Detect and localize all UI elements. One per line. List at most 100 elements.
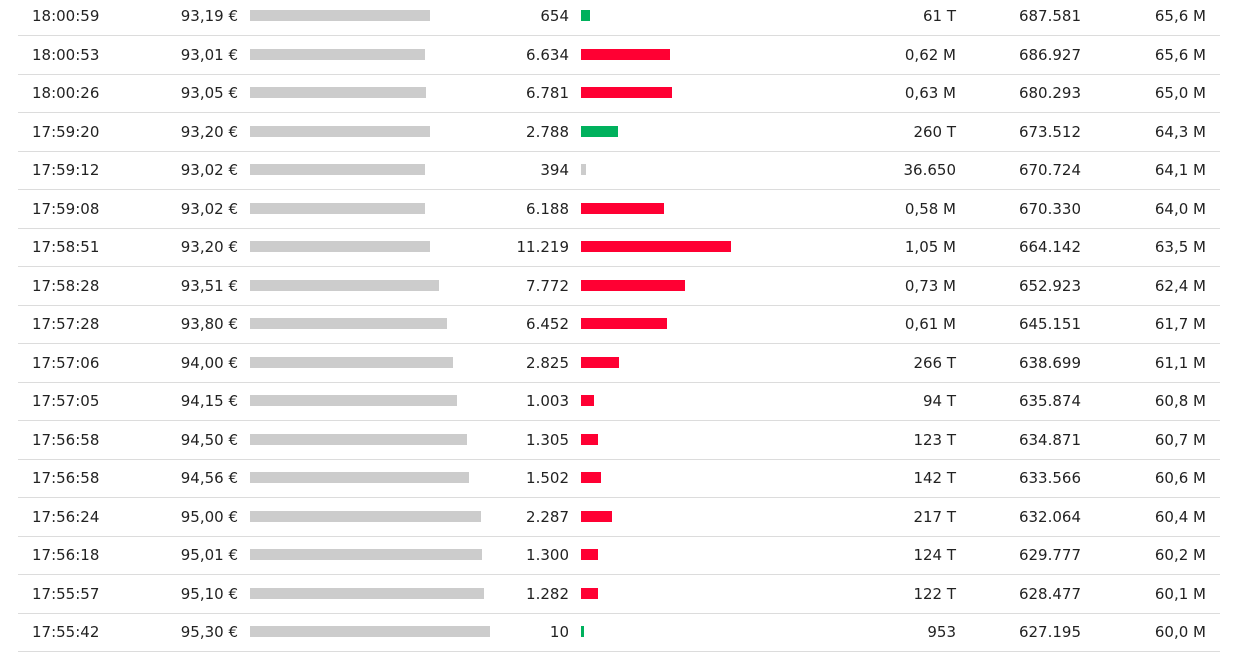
cumulative-turnover: 63,5 M: [1154, 238, 1206, 256]
volume-bar: [581, 318, 668, 329]
row-divider: [18, 266, 1220, 267]
trade-turnover: 953: [927, 623, 956, 641]
trade-turnover: 0,73 M: [904, 276, 956, 295]
trade-row: 17:59:12 93,02 € 394 36.650 670.724 64,1 M: [18, 152, 1220, 190]
trade-row: 18:00:59 93,19 € 654 61 T 687.581 65,6 M: [18, 0, 1220, 36]
cumulative-turnover: 64,3 M: [1154, 122, 1206, 141]
trade-price: 95,01 €: [180, 546, 238, 564]
trade-price: 94,00 €: [180, 353, 238, 372]
volume-bar: [581, 164, 587, 175]
row-divider: [18, 304, 1220, 306]
cumulative-volume: 629.777: [1018, 546, 1081, 564]
volume-bar: [581, 279, 685, 291]
trade-volume: 7.772: [526, 276, 569, 295]
price-bar: [250, 472, 469, 483]
cumulative-turnover: 61,1 M: [1154, 353, 1206, 372]
volume-bar: [581, 202, 664, 214]
trade-time: 17:57:06: [32, 353, 100, 372]
trade-volume: 1.300: [526, 546, 569, 564]
price-bar: [250, 202, 426, 214]
price-bar: [250, 164, 426, 175]
trade-price: 93,02 €: [180, 199, 238, 218]
cumulative-turnover: 64,1 M: [1154, 161, 1206, 179]
volume-bar: [581, 356, 619, 368]
trade-row: 17:58:28 93,51 € 7.772 0,73 M 652.923 62,4 M: [18, 268, 1220, 306]
trade-turnover: 217 T: [913, 507, 956, 526]
trade-row: 17:57:05 94,15 € 1.003 94 T 635.874 60,8 M: [18, 383, 1220, 421]
price-bar: [250, 125, 431, 137]
trade-row: 17:55:57 95,10 € 1.282 122 T 628.477 60,1 M: [18, 576, 1220, 614]
price-bar: [250, 241, 431, 252]
trade-turnover: 61 T: [922, 7, 956, 25]
trade-time: 17:58:51: [32, 238, 100, 256]
trade-time: 17:57:05: [32, 392, 100, 410]
trade-volume: 1.003: [526, 392, 569, 410]
cumulative-volume: 670.724: [1018, 161, 1081, 179]
trade-turnover: 266 T: [913, 353, 956, 372]
trade-price: 93,80 €: [180, 315, 238, 333]
trade-time: 17:57:28: [32, 315, 100, 333]
trade-time: 17:56:58: [32, 469, 100, 487]
trade-volume: 654: [540, 7, 569, 25]
cumulative-volume: 645.151: [1018, 315, 1081, 333]
trade-turnover: 142 T: [913, 469, 956, 487]
cumulative-volume: 680.293: [1018, 84, 1081, 102]
trade-row: 17:56:58 94,56 € 1.502 142 T 633.566 60,6 M: [18, 460, 1220, 498]
trade-volume: 1.502: [526, 469, 569, 487]
trade-price: 93,20 €: [180, 238, 238, 256]
row-divider: [18, 35, 1220, 36]
cumulative-turnover: 64,0 M: [1154, 199, 1206, 218]
cumulative-turnover: 60,6 M: [1154, 469, 1206, 487]
trade-time: 18:00:59: [32, 7, 100, 25]
trade-volume: 11.219: [516, 238, 570, 256]
trade-price: 95,30 €: [180, 623, 238, 641]
cumulative-turnover: 60,0 M: [1154, 623, 1206, 641]
volume-bar: [581, 626, 584, 637]
trade-turnover: 36.650: [903, 161, 957, 179]
trade-turnover: 122 T: [913, 584, 956, 603]
trade-price: 93,02 €: [180, 161, 238, 179]
trade-price: 94,56 €: [180, 469, 238, 487]
cumulative-volume: 633.566: [1018, 469, 1081, 487]
volume-bar: [581, 10, 590, 21]
trade-turnover: 260 T: [913, 122, 956, 141]
cumulative-turnover: 65,0 M: [1154, 84, 1206, 102]
trade-volume: 1.282: [526, 584, 569, 603]
trade-volume: 6.781: [526, 84, 569, 102]
row-divider: [18, 112, 1220, 113]
trade-turnover: 1,05 M: [904, 238, 956, 256]
cumulative-volume: 632.064: [1018, 507, 1081, 526]
volume-bar: [581, 587, 599, 599]
trade-time: 17:59:20: [32, 122, 100, 141]
trade-row: 17:56:24 95,00 € 2.287 217 T 632.064 60,4 M: [18, 499, 1220, 537]
trade-row: 17:59:20 93,20 € 2.788 260 T 673.512 64,3 M: [18, 114, 1220, 152]
trade-row: 18:00:26 93,05 € 6.781 0,63 M 680.293 65,0 M: [18, 75, 1220, 113]
row-divider: [18, 497, 1220, 498]
trade-volume: 1.305: [526, 430, 569, 449]
trade-row: 17:57:28 93,80 € 6.452 0,61 M 645.151 61,7 M: [18, 306, 1220, 344]
trade-time: 18:00:53: [32, 45, 100, 64]
volume-bar: [581, 549, 599, 560]
trade-row: 17:57:06 94,00 € 2.825 266 T 638.699 61,1 M: [18, 345, 1220, 383]
cumulative-volume: 635.874: [1018, 392, 1081, 410]
price-bar: [250, 549, 482, 560]
row-divider: [18, 343, 1220, 344]
trade-price: 95,00 €: [180, 507, 238, 526]
trade-price: 94,50 €: [180, 430, 238, 449]
trade-turnover: 123 T: [913, 430, 956, 449]
row-divider: [18, 73, 1220, 75]
trade-time: 17:59:12: [32, 161, 100, 179]
trade-time: 17:55:42: [32, 623, 100, 641]
trade-time: 17:56:24: [32, 507, 100, 526]
cumulative-turnover: 60,7 M: [1154, 430, 1206, 449]
cumulative-turnover: 65,6 M: [1154, 7, 1206, 25]
trade-volume: 6.452: [526, 315, 569, 333]
price-bar: [250, 87, 427, 98]
trade-volume: 6.188: [526, 199, 569, 218]
cumulative-volume: 687.581: [1018, 7, 1081, 25]
cumulative-volume: 652.923: [1018, 276, 1081, 295]
price-bar: [250, 395, 458, 406]
trade-row: 17:59:08 93,02 € 6.188 0,58 M 670.330 64,0 M: [18, 191, 1220, 229]
trade-volume: 10: [549, 623, 569, 641]
